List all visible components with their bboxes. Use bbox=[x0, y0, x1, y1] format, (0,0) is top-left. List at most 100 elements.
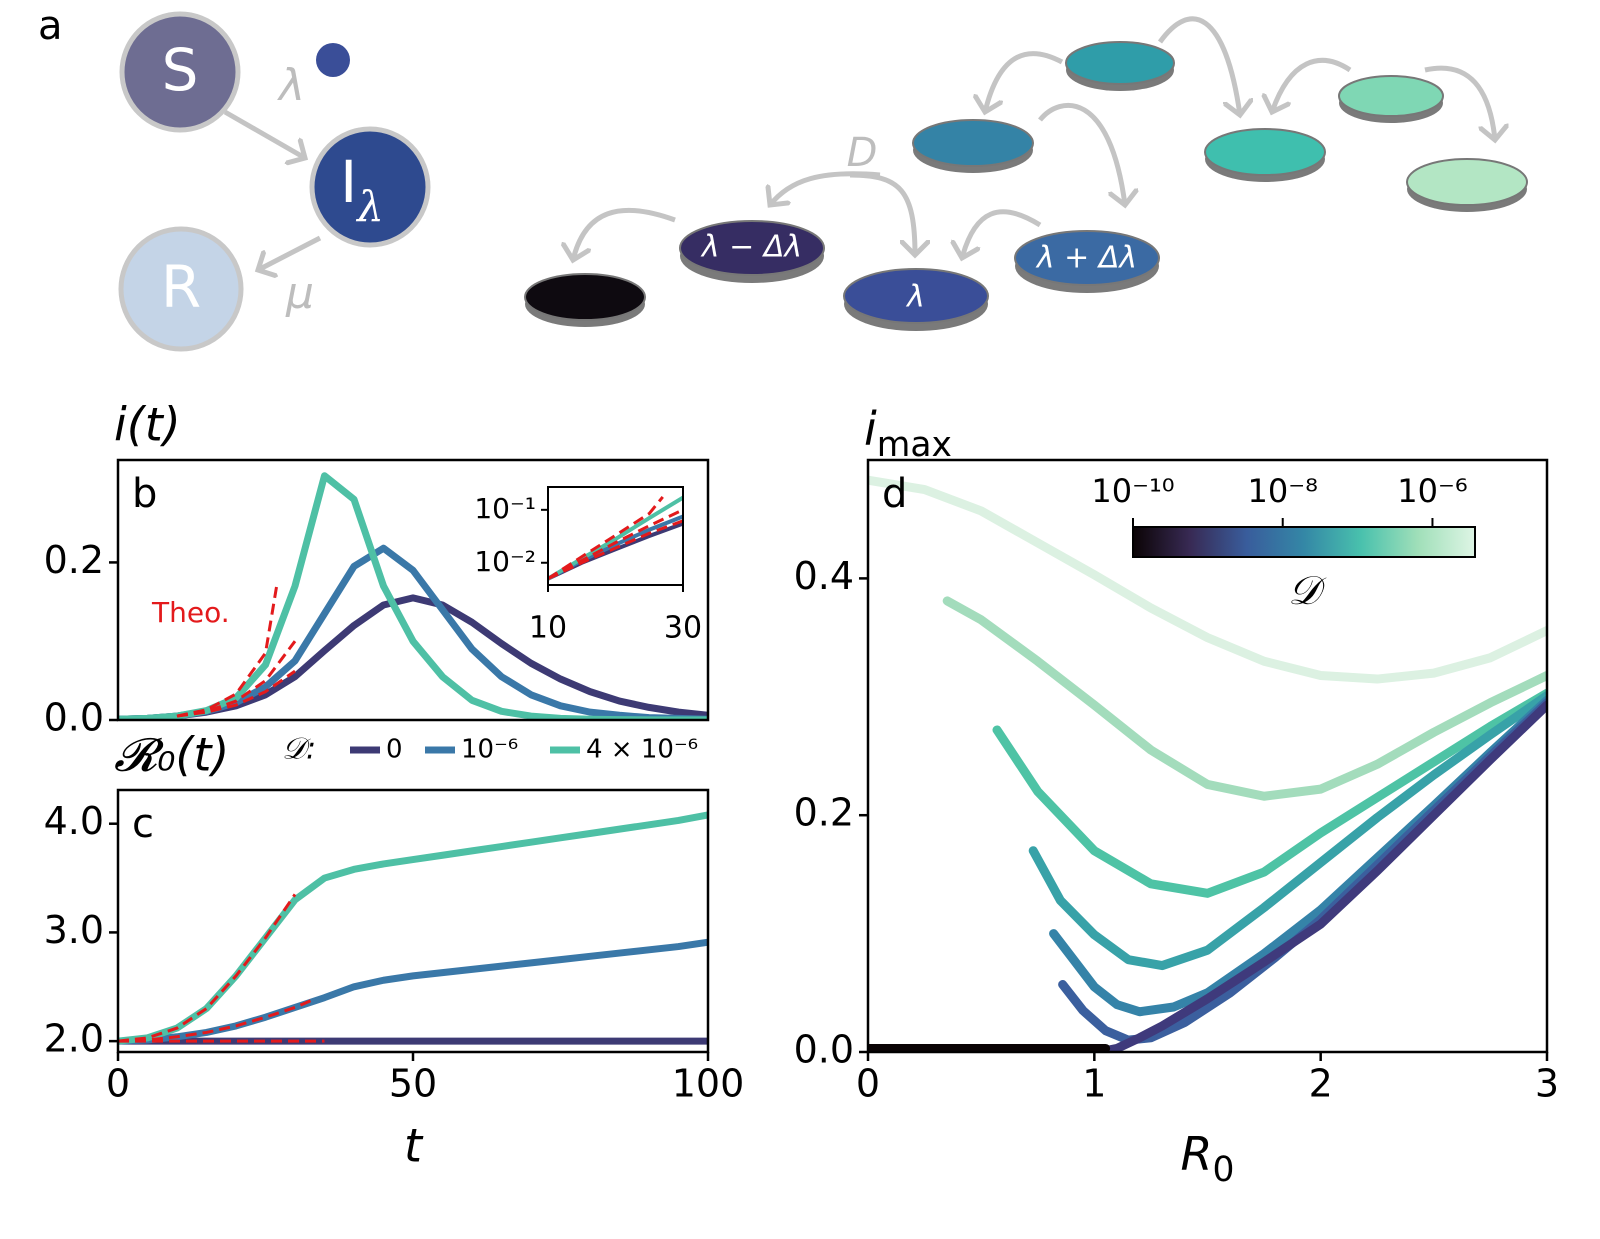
node-label: Iλ bbox=[340, 148, 384, 231]
x-tick-label: 0 bbox=[856, 1062, 880, 1106]
inset-x-tick-label: 30 bbox=[664, 611, 702, 646]
x-axis-label: t bbox=[404, 1119, 424, 1173]
colorbar-tick-label: 10⁻⁸ bbox=[1248, 472, 1318, 510]
patch-label: λ − Δλ bbox=[700, 230, 802, 265]
panel-label: c bbox=[132, 801, 154, 847]
theory-line bbox=[118, 893, 297, 1043]
legend-label: 4 × 10⁻⁶ bbox=[586, 735, 698, 765]
x-axis-label: R0 bbox=[1181, 1127, 1235, 1190]
inset-y-tick-label: 10⁻¹ bbox=[474, 492, 536, 525]
diffusion-label: D bbox=[847, 130, 878, 176]
plot-area bbox=[548, 495, 683, 582]
arrow bbox=[1272, 57, 1352, 112]
theory-line bbox=[548, 508, 683, 581]
patch bbox=[679, 220, 825, 276]
patch bbox=[1406, 158, 1528, 206]
chart-title: 𝓡₀(t) bbox=[114, 728, 229, 782]
node-label-sub: λ bbox=[355, 182, 384, 231]
data-line bbox=[548, 514, 683, 582]
agent-dot bbox=[316, 43, 350, 77]
x-tick-label: 1 bbox=[1082, 1062, 1106, 1106]
colorbar-tick-label: 10⁻⁶ bbox=[1397, 472, 1467, 510]
y-tick-label: 0.2 bbox=[794, 791, 854, 835]
colorbar bbox=[1132, 526, 1476, 558]
rate-label: λ bbox=[277, 60, 305, 111]
arrow bbox=[1424, 65, 1495, 140]
chart-title: i(t) bbox=[114, 398, 181, 452]
node-label-main: I bbox=[340, 148, 357, 216]
arrow bbox=[962, 209, 1042, 258]
x-axis-label-main: R bbox=[1181, 1127, 1213, 1181]
arrow bbox=[223, 109, 305, 158]
arrow bbox=[1038, 102, 1125, 205]
data-line bbox=[942, 596, 1547, 801]
patch bbox=[1204, 128, 1326, 176]
colorbar-label: 𝒟 bbox=[1288, 568, 1327, 614]
patch-label: λ + Δλ bbox=[1035, 241, 1137, 276]
chart-title-sub: max bbox=[877, 424, 952, 464]
data-line bbox=[548, 521, 683, 582]
y-tick-label: 0.2 bbox=[44, 538, 104, 582]
y-tick-label: 2.0 bbox=[44, 1017, 104, 1061]
arrow bbox=[849, 172, 915, 255]
arrow bbox=[985, 51, 1064, 112]
data-line bbox=[118, 811, 708, 1045]
plot-area bbox=[868, 475, 1547, 1052]
panel-label: b bbox=[132, 471, 157, 517]
x-tick-label: 0 bbox=[106, 1062, 130, 1106]
data-line bbox=[868, 475, 1547, 684]
inset-frame bbox=[547, 486, 684, 586]
arrow bbox=[573, 207, 676, 260]
x-tick-label: 2 bbox=[1309, 1062, 1333, 1106]
y-tick-label: 3.0 bbox=[44, 908, 104, 952]
inset-y-tick-label: 10⁻² bbox=[474, 545, 536, 578]
legend-label: 10⁻⁶ bbox=[461, 735, 518, 765]
data-line bbox=[992, 688, 1547, 898]
patch bbox=[912, 119, 1034, 167]
x-tick-label: 50 bbox=[389, 1062, 437, 1106]
patches bbox=[524, 41, 1528, 331]
theory-line bbox=[176, 581, 279, 718]
data-line bbox=[548, 495, 683, 582]
y-tick-label: 0.4 bbox=[794, 554, 854, 598]
inset-x-tick-label: 10 bbox=[529, 611, 567, 646]
theory-line bbox=[118, 998, 314, 1043]
node-label: S bbox=[162, 36, 199, 104]
y-tick-label: 0.0 bbox=[44, 696, 104, 740]
y-tick-label: 0.0 bbox=[794, 1028, 854, 1072]
patch-label: λ bbox=[905, 280, 925, 315]
legend-label: 0 bbox=[386, 735, 403, 765]
arrow bbox=[770, 171, 881, 205]
chart-title: imax bbox=[864, 402, 952, 465]
patch bbox=[1014, 230, 1160, 286]
colorbar-tick-label: 10⁻¹⁰ bbox=[1091, 472, 1174, 510]
patch bbox=[524, 273, 646, 321]
node-r bbox=[118, 226, 244, 352]
patch bbox=[1338, 75, 1444, 117]
arrow bbox=[258, 235, 322, 270]
x-axis-label-sub: 0 bbox=[1213, 1149, 1235, 1189]
rate-label: μ bbox=[285, 268, 314, 319]
panel-label: d bbox=[882, 471, 907, 517]
theory-line bbox=[548, 496, 664, 580]
arrow bbox=[1157, 16, 1240, 115]
data-line bbox=[118, 938, 708, 1045]
node-i bbox=[309, 126, 431, 248]
panel-label: a bbox=[38, 3, 63, 49]
data-line bbox=[1094, 700, 1547, 1052]
annotation: Theo. bbox=[151, 596, 230, 629]
node-label: R bbox=[161, 253, 201, 321]
x-tick-label: 100 bbox=[672, 1062, 745, 1106]
y-tick-label: 4.0 bbox=[44, 799, 104, 843]
patch bbox=[1065, 41, 1175, 85]
data-line bbox=[1028, 691, 1547, 971]
axes-frame bbox=[866, 458, 1549, 1054]
x-tick-label: 3 bbox=[1535, 1062, 1559, 1106]
axes-frame bbox=[116, 458, 710, 722]
patch bbox=[843, 268, 989, 324]
plot-area bbox=[118, 811, 708, 1045]
chart-title-main: i bbox=[864, 402, 877, 456]
legend-title: 𝒟: bbox=[282, 732, 316, 767]
node-s bbox=[119, 11, 241, 133]
